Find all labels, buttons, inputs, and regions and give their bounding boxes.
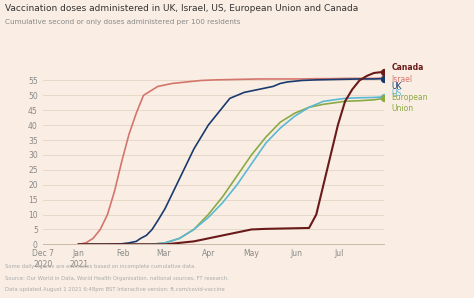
Text: Cumulative second or only doses administered per 100 residents: Cumulative second or only doses administ… [5, 19, 240, 25]
Text: Some daily figures are estimates based on incomplete cumulative data.: Some daily figures are estimates based o… [5, 264, 196, 269]
Text: UK: UK [391, 82, 401, 91]
Point [380, 76, 388, 80]
Text: Source: Our World in Data, World Health Organisation, national sources, FT resea: Source: Our World in Data, World Health … [5, 276, 228, 281]
Text: Israel: Israel [391, 75, 412, 84]
Text: European
Union: European Union [391, 93, 428, 113]
Point [380, 96, 388, 101]
Point [380, 76, 388, 81]
Text: Data updated August 1 2021 6:48pm BST Interactive version: ft.com/covid-vaccine: Data updated August 1 2021 6:48pm BST In… [5, 287, 225, 292]
Point [380, 94, 388, 99]
Point [380, 69, 388, 74]
Text: US: US [391, 89, 401, 98]
Text: Vaccination doses administered in UK, Israel, US, European Union and Canada: Vaccination doses administered in UK, Is… [5, 4, 358, 13]
Text: Canada: Canada [391, 63, 423, 72]
